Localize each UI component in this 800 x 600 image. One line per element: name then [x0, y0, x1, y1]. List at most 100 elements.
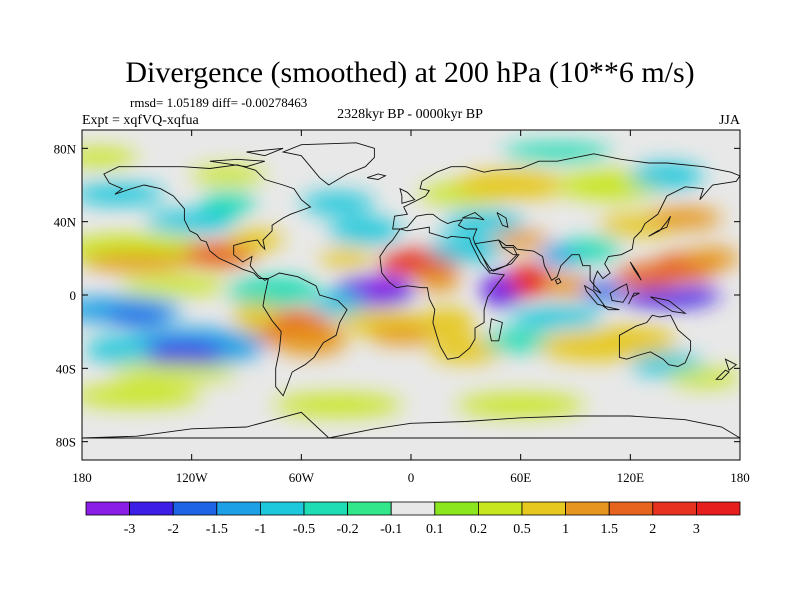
- field-blob: [273, 394, 402, 416]
- colorbar-label: -0.1: [380, 522, 402, 537]
- colorbar-swatch: [696, 501, 741, 516]
- field-blob: [312, 293, 364, 316]
- colorbar: -3 -2 -1.5 -1 -0.5 -0.2 -0.1 0.1 0.2 0.5 1 1.5 2 3: [85, 501, 741, 537]
- field-blob: [511, 306, 603, 328]
- coastline: [474, 239, 518, 272]
- period-label: 2328kyr BP - 0000kyr BP: [337, 107, 483, 122]
- coastline: [715, 369, 730, 380]
- field-blob: [233, 302, 278, 332]
- divergence-field: [82, 142, 740, 416]
- colorbar-swatch: [477, 501, 523, 516]
- x-tick-label: 60E: [510, 470, 531, 485]
- colorbar-label: -1: [255, 522, 267, 537]
- coastline: [209, 158, 265, 168]
- season-label: JJA: [719, 113, 741, 128]
- field-blob: [103, 307, 170, 327]
- field-blob: [493, 230, 549, 250]
- coastline: [379, 226, 506, 360]
- colorbar-label: -3: [124, 522, 136, 537]
- field-blob: [368, 326, 435, 345]
- coastline: [554, 277, 562, 285]
- colorbar-label: -1.5: [206, 522, 228, 537]
- coastline: [628, 292, 640, 305]
- coastline: [82, 411, 740, 439]
- colorbar-swatch: [303, 501, 348, 516]
- field-blob: [145, 210, 238, 233]
- x-tick-label: 120E: [617, 470, 645, 485]
- colorbar-swatch: [129, 501, 174, 516]
- colorbar-label: 0.1: [426, 522, 444, 537]
- field-blob: [429, 236, 503, 262]
- coastline: [246, 147, 284, 157]
- field-blob: [666, 368, 740, 387]
- field-blob: [416, 269, 461, 292]
- field-blob: [82, 384, 201, 407]
- field-blob: [456, 394, 585, 416]
- coastline: [392, 153, 740, 294]
- colorbar-label: 1.5: [600, 522, 618, 537]
- coastline: [629, 261, 642, 281]
- field-blob: [273, 326, 348, 356]
- colorbar-swatch: [216, 501, 261, 516]
- field-blob: [502, 142, 613, 162]
- field-blob: [118, 276, 229, 296]
- field-blob: [584, 326, 677, 356]
- colorbar-swatch: [434, 501, 479, 516]
- coastline: [650, 296, 687, 314]
- colorbar-swatch: [347, 501, 392, 516]
- y-tick-label: 0: [70, 288, 77, 303]
- x-tick-label: 0: [408, 470, 415, 485]
- colorbar-label: 2: [649, 522, 656, 537]
- y-tick-label: 80N: [54, 141, 77, 156]
- coastlines: [82, 142, 740, 439]
- field-blob: [443, 210, 525, 233]
- colorbar-label: -2: [167, 522, 179, 537]
- colorbar-label: 1: [562, 522, 569, 537]
- x-tick-label: 180: [730, 470, 750, 485]
- field-blob: [522, 274, 549, 294]
- field-blob: [666, 287, 722, 303]
- coastline: [496, 212, 509, 228]
- x-tick-label: 180: [72, 470, 92, 485]
- colorbar-label: 0.5: [513, 522, 531, 537]
- field-blob: [685, 247, 740, 270]
- x-tick-label: 120W: [176, 470, 209, 485]
- colorbar-swatch: [521, 501, 566, 516]
- experiment-label: Expt = xqfVQ-xqfua: [82, 113, 200, 128]
- colorbar-swatch: [565, 501, 610, 516]
- field-blob: [630, 163, 704, 189]
- field-blob: [82, 252, 192, 272]
- field-blob: [228, 276, 320, 307]
- coastline: [462, 211, 485, 221]
- field-blob: [580, 282, 625, 301]
- field-blob: [142, 342, 223, 365]
- colorbar-swatch: [390, 501, 436, 516]
- coastline: [648, 215, 671, 237]
- x-tick-label: 60W: [289, 470, 315, 485]
- coastline: [399, 187, 416, 204]
- field-blob: [379, 256, 424, 275]
- coastline: [609, 283, 629, 303]
- y-tick-label: 40S: [56, 361, 76, 376]
- chart-title: Divergence (smoothed) at 200 hPa (10**6 …: [125, 56, 694, 89]
- field-blob: [82, 183, 165, 206]
- field-blob: [319, 249, 375, 268]
- field-blob: [487, 276, 510, 296]
- y-tick-label: 80S: [56, 435, 76, 450]
- field-blob: [456, 170, 567, 200]
- field-blob: [200, 192, 256, 215]
- coastline: [489, 318, 503, 342]
- field-blob: [420, 307, 475, 338]
- colorbar-label: -0.5: [293, 522, 315, 537]
- field-blob: [352, 280, 404, 299]
- field-blob: [648, 207, 722, 229]
- colorbar-swatch: [85, 501, 130, 516]
- stats-label: rmsd= 1.05189 diff= -0.00278463: [130, 95, 307, 110]
- map-panel: 180 120W 60W 0 60E 120E 180 80N 40N 0 40S 80S: [54, 129, 750, 485]
- coastline: [583, 284, 606, 307]
- coastline: [618, 314, 692, 367]
- field-blob: [566, 238, 622, 261]
- colorbar-swatch: [608, 501, 654, 516]
- coastline: [366, 173, 387, 180]
